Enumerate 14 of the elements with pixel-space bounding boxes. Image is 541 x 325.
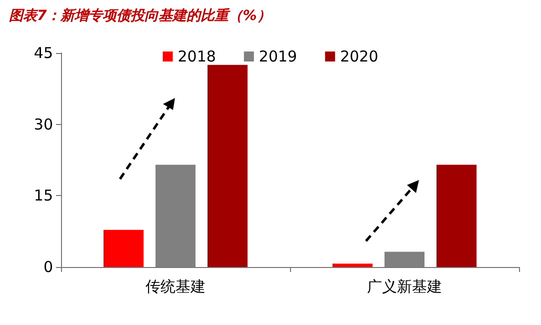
chart-title: 图表7：新增专项债投向基建的比重（%） (9, 7, 271, 24)
bar (436, 164, 476, 267)
legend-label: 2020 (340, 48, 378, 66)
x-tick-label: 传统基建 (146, 278, 206, 296)
legend-label: 2018 (178, 48, 216, 66)
bar (208, 64, 248, 267)
x-tick-label: 广义新基建 (367, 278, 442, 296)
y-tick-label: 15 (34, 186, 53, 205)
y-tick-label: 0 (43, 258, 53, 276)
bar (332, 264, 372, 267)
y-tick-label: 45 (34, 44, 53, 62)
y-tick-label: 30 (34, 115, 53, 134)
bar (104, 230, 144, 267)
legend-label: 2019 (258, 48, 298, 66)
